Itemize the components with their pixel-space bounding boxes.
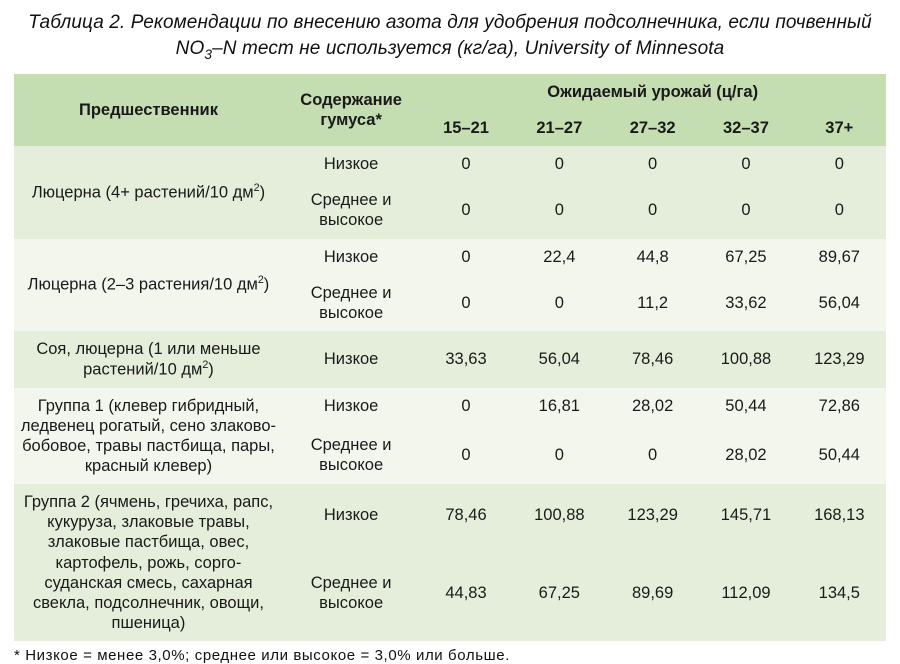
value-cell: 44,83 [419,546,512,642]
table-header: Предшественник Содержание гумуса* Ожидае… [14,74,886,146]
value-cell: 134,5 [793,546,886,642]
table-footnote: * Низкое = менее 3,0%; среднее или высок… [14,647,886,664]
table-row: Группа 2 (ячмень, гречиха, рапс, кукуруз… [14,484,886,545]
humus-cell: Среднее и высокое [283,546,419,642]
table-row: Люцерна (2–3 растения/10 дм2)Низкое022,4… [14,239,886,275]
value-cell: 67,25 [513,546,606,642]
value-cell: 123,29 [606,484,699,545]
pred-cell: Группа 2 (ячмень, гречиха, рапс, кукуруз… [14,484,283,641]
value-cell: 16,81 [513,388,606,426]
value-cell: 28,02 [699,425,792,484]
value-cell: 78,46 [419,484,512,545]
value-cell: 33,62 [699,275,792,331]
col-yield-2: 27–32 [606,110,699,146]
value-cell: 0 [419,275,512,331]
value-cell: 56,04 [513,331,606,388]
value-cell: 0 [419,182,512,238]
value-cell: 0 [419,388,512,426]
humus-cell: Низкое [283,484,419,545]
table-caption: Таблица 2. Рекомендации по внесению азот… [22,10,878,64]
pred-cell: Люцерна (2–3 растения/10 дм2) [14,239,283,331]
humus-cell: Среднее и высокое [283,275,419,331]
value-cell: 89,67 [793,239,886,275]
value-cell: 0 [793,146,886,182]
value-cell: 0 [606,146,699,182]
value-cell: 100,88 [513,484,606,545]
value-cell: 50,44 [699,388,792,426]
value-cell: 67,25 [699,239,792,275]
value-cell: 0 [699,146,792,182]
value-cell: 0 [793,182,886,238]
value-cell: 112,09 [699,546,792,642]
value-cell: 0 [513,425,606,484]
value-cell: 0 [606,182,699,238]
col-pred: Предшественник [14,74,283,146]
humus-cell: Низкое [283,331,419,388]
col-yield-1: 21–27 [513,110,606,146]
value-cell: 0 [699,182,792,238]
value-cell: 0 [513,182,606,238]
humus-cell: Среднее и высокое [283,425,419,484]
col-yield-4: 37+ [793,110,886,146]
value-cell: 72,86 [793,388,886,426]
value-cell: 56,04 [793,275,886,331]
value-cell: 89,69 [606,546,699,642]
value-cell: 11,2 [606,275,699,331]
col-yield-3: 32–37 [699,110,792,146]
col-yield-0: 15–21 [419,110,512,146]
humus-cell: Низкое [283,388,419,426]
col-humus: Содержание гумуса* [283,74,419,146]
value-cell: 33,63 [419,331,512,388]
table-row: Люцерна (4+ растений/10 дм2)Низкое00000 [14,146,886,182]
value-cell: 28,02 [606,388,699,426]
value-cell: 123,29 [793,331,886,388]
pred-cell: Люцерна (4+ растений/10 дм2) [14,146,283,238]
table-body: Люцерна (4+ растений/10 дм2)Низкое00000С… [14,146,886,641]
value-cell: 145,71 [699,484,792,545]
value-cell: 0 [606,425,699,484]
humus-cell: Низкое [283,146,419,182]
value-cell: 0 [419,239,512,275]
value-cell: 50,44 [793,425,886,484]
table-row: Группа 1 (клевер гибридный, ледвенец рог… [14,388,886,426]
value-cell: 44,8 [606,239,699,275]
humus-cell: Низкое [283,239,419,275]
value-cell: 0 [513,146,606,182]
table-row: Соя, люцерна (1 или меньше растений/10 д… [14,331,886,388]
value-cell: 22,4 [513,239,606,275]
value-cell: 0 [419,146,512,182]
value-cell: 0 [513,275,606,331]
humus-cell: Среднее и высокое [283,182,419,238]
value-cell: 78,46 [606,331,699,388]
value-cell: 0 [419,425,512,484]
pred-cell: Группа 1 (клевер гибридный, ледвенец рог… [14,388,283,485]
value-cell: 168,13 [793,484,886,545]
pred-cell: Соя, люцерна (1 или меньше растений/10 д… [14,331,283,388]
col-yield-group: Ожидаемый урожай (ц/га) [419,74,886,110]
value-cell: 100,88 [699,331,792,388]
nitrogen-table: Предшественник Содержание гумуса* Ожидае… [14,74,886,641]
